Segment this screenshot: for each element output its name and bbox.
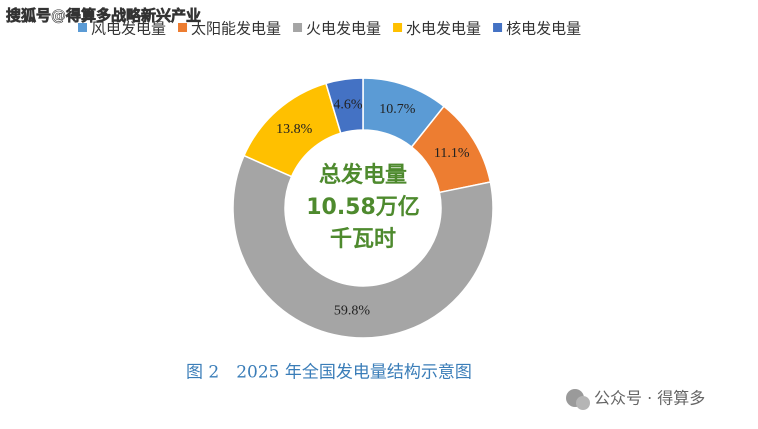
legend-swatch xyxy=(78,23,87,32)
center-annotation: 10.58万亿 xyxy=(306,195,420,220)
legend-label: 风电发电量 xyxy=(91,20,166,38)
legend-label: 核电发电量 xyxy=(506,20,581,38)
legend-label: 水电发电量 xyxy=(406,20,481,38)
donut-segment xyxy=(232,154,494,339)
center-annotation: 千瓦时 xyxy=(330,227,396,252)
legend-swatch xyxy=(493,23,503,32)
data-label: 11.1% xyxy=(434,146,470,161)
legend-swatch xyxy=(293,23,303,32)
footer: 公众号 · 得算多 xyxy=(594,389,705,408)
donut-segment xyxy=(325,77,364,135)
footer-logo xyxy=(566,389,590,410)
legend-swatch xyxy=(178,23,188,32)
data-label: 59.8% xyxy=(334,304,371,319)
center-annotation: 总发电量 xyxy=(319,162,407,188)
legend-swatch xyxy=(393,23,403,32)
legend-label: 火电发电量 xyxy=(306,20,381,38)
data-label: 4.6% xyxy=(333,97,363,112)
watermark: 搜狐号@得算多战略新兴产业 xyxy=(6,7,201,25)
data-label: 10.7% xyxy=(379,102,416,117)
caption: 图 2 2025 年全国发电量结构示意图 xyxy=(186,363,472,383)
legend-label: 太阳能发电量 xyxy=(191,20,281,38)
data-label: 13.8% xyxy=(276,122,313,137)
